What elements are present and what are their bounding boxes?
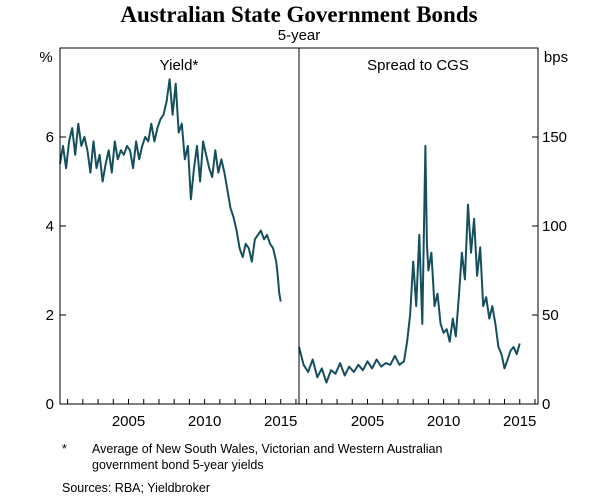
sources: Sources: RBA; Yieldbroker <box>62 481 210 495</box>
left-x-tick-label: 2015 <box>264 413 297 430</box>
left-unit-label: % <box>39 49 52 66</box>
footnote-line-2: government bond 5-year yields <box>92 458 264 472</box>
right-panel-title: Spread to CGS <box>367 57 469 74</box>
left-panel-title: Yield* <box>160 57 199 74</box>
left-y-tick-label: 4 <box>46 218 54 235</box>
left-panel: 0 2 4 6 2005 2010 2015 <box>46 78 297 430</box>
left-series-line <box>59 78 282 302</box>
left-y-tick-label: 6 <box>46 129 54 146</box>
left-x-tick-label: 2010 <box>188 413 221 430</box>
right-x-tick-label: 2015 <box>503 413 536 430</box>
footnote-line-1: Average of New South Wales, Victorian an… <box>92 442 442 456</box>
chart-title: Australian State Government Bonds <box>120 2 477 27</box>
left-y-tick-label: 2 <box>46 307 54 324</box>
right-unit-label: bps <box>544 49 568 66</box>
right-series-line <box>298 144 521 384</box>
right-y-tick-label: 50 <box>542 307 559 324</box>
chart-subtitle: 5-year <box>278 27 321 44</box>
left-y-tick-label: 0 <box>46 396 54 413</box>
right-y-tick-label: 0 <box>542 396 550 413</box>
right-y-tick-label: 150 <box>542 129 567 146</box>
right-panel: 0 50 100 150 2005 2010 2015 <box>298 129 567 430</box>
right-y-tick-label: 100 <box>542 218 567 235</box>
left-x-tick-label: 2005 <box>112 413 145 430</box>
right-x-tick-label: 2010 <box>427 413 460 430</box>
footnote-marker: * <box>62 442 67 456</box>
right-x-tick-label: 2005 <box>351 413 384 430</box>
